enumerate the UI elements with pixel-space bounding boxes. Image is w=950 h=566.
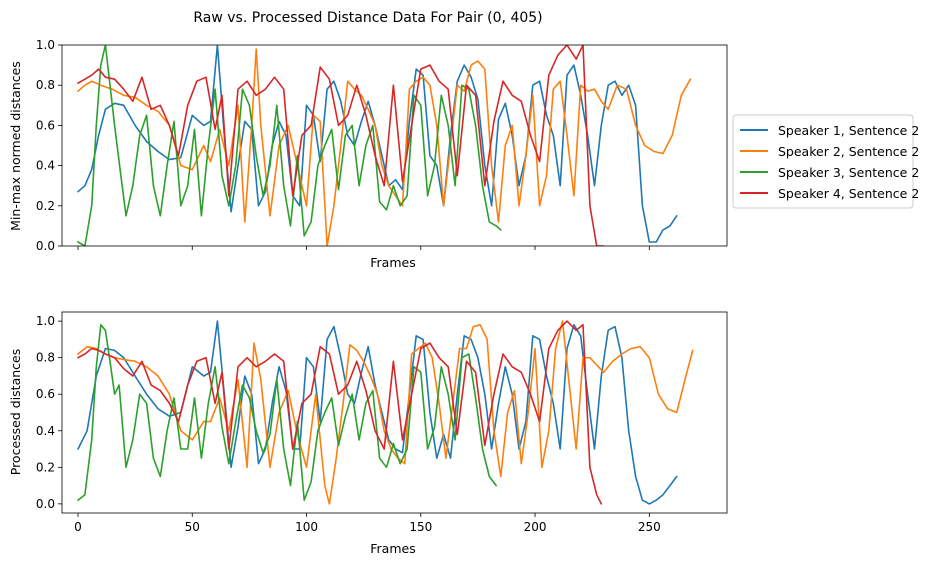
- raw-distance-panel: 0.0 0.2 0.4 0.6 0.8 1.0: [36, 38, 728, 253]
- series-line-speaker-4: [77, 45, 605, 246]
- y-tick-label: 0.4: [36, 159, 55, 173]
- bottom-y-axis-label: Processed distances: [8, 349, 23, 476]
- y-tick-label: 0.8: [36, 78, 55, 92]
- x-tick-label: 50: [185, 520, 200, 534]
- x-tick-label: 0: [74, 520, 82, 534]
- chart-title: Raw vs. Processed Distance Data For Pair…: [193, 10, 542, 26]
- x-tick-label: 100: [295, 520, 318, 534]
- bottom-x-axis-label: Frames: [370, 541, 415, 556]
- legend-label-speaker-4: Speaker 4, Sentence 2: [778, 186, 919, 201]
- y-tick-label: 0.0: [36, 497, 55, 511]
- legend-label-speaker-2: Speaker 2, Sentence 2: [778, 144, 919, 159]
- x-tick-label: 250: [638, 520, 661, 534]
- series-group: [77, 45, 692, 246]
- y-tick-label: 0.8: [36, 351, 55, 365]
- series-line-speaker-4: [77, 320, 603, 505]
- plot-frame: [61, 311, 728, 514]
- y-tick-label: 0.2: [36, 460, 55, 474]
- y-tick-label: 0.2: [36, 199, 55, 213]
- series-group: [77, 320, 694, 505]
- top-y-axis-label: Min-max normed distances: [8, 61, 23, 231]
- y-tick-label: 0.4: [36, 424, 55, 438]
- legend-entry-speaker-4: Speaker 4, Sentence 2: [740, 186, 919, 201]
- legend-entry-speaker-3: Speaker 3, Sentence 2: [740, 165, 919, 180]
- legend-label-speaker-1: Speaker 1, Sentence 2: [778, 123, 919, 138]
- x-tick-label: 200: [524, 520, 547, 534]
- top-x-axis-label: Frames: [370, 255, 415, 270]
- legend: Speaker 1, Sentence 2 Speaker 2, Sentenc…: [732, 114, 919, 209]
- legend-label-speaker-3: Speaker 3, Sentence 2: [778, 165, 919, 180]
- y-tick-label: 1.0: [36, 314, 55, 328]
- y-tick-label: 0.6: [36, 387, 55, 401]
- legend-entry-speaker-2: Speaker 2, Sentence 2: [740, 144, 919, 159]
- y-tick-label: 1.0: [36, 38, 55, 52]
- series-line-speaker-1: [77, 45, 678, 243]
- series-line-speaker-2: [77, 48, 692, 246]
- y-tick-label: 0.0: [36, 239, 55, 253]
- series-line-speaker-3: [77, 45, 502, 246]
- plot-frame: [61, 44, 728, 247]
- y-tick-label: 0.6: [36, 118, 55, 132]
- x-tick-label: 150: [409, 520, 432, 534]
- series-line-speaker-3: [77, 323, 498, 502]
- legend-entry-speaker-1: Speaker 1, Sentence 2: [740, 123, 919, 138]
- processed-distance-panel: 0.0 0.2 0.4 0.6 0.8 1.0 0 50 100 150 200 250: [36, 311, 728, 534]
- legend-frame: [732, 114, 914, 209]
